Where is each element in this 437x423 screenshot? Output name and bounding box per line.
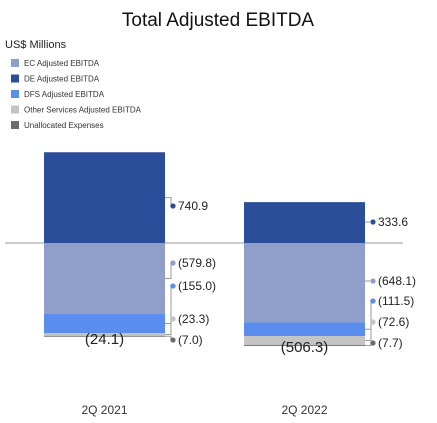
bar-segment-ec-adjusted-ebitda xyxy=(44,243,165,315)
callout-dot xyxy=(370,319,376,325)
legend-label: DFS Adjusted EBITDA xyxy=(24,90,105,99)
data-label: (7.0) xyxy=(178,333,203,347)
callout-line xyxy=(165,285,172,325)
legend-swatch xyxy=(11,74,19,83)
bar-segment-dfs-adjusted-ebitda xyxy=(44,314,165,334)
legend-label: DE Adjusted EBITDA xyxy=(24,75,100,84)
callout-dot xyxy=(170,337,176,343)
legend: EC Adjusted EBITDA DE Adjusted EBITDA DFS … xyxy=(11,59,142,130)
callout-line xyxy=(365,321,372,341)
totals: (24.1) (506.3) xyxy=(85,331,328,356)
callout-line xyxy=(165,335,172,341)
bar-segment-other-services-adjusted-ebitda xyxy=(44,333,165,336)
value-callouts: 740.9 (579.8) (155.0) (23.3) (7.0) 333.6 (648.… xyxy=(165,197,416,350)
legend-swatch xyxy=(11,90,19,98)
callout-dot xyxy=(170,260,176,266)
total-label: (506.3) xyxy=(281,339,329,356)
callout-dot xyxy=(370,278,376,284)
data-label: (579.8) xyxy=(178,256,216,270)
data-label: (111.5) xyxy=(378,294,414,308)
callout-dot xyxy=(170,283,176,289)
legend-swatch xyxy=(11,59,19,67)
legend-label: Unallocated Expenses xyxy=(24,121,104,130)
units-label: US$ Millions xyxy=(5,39,67,51)
bar-segment-dfs-adjusted-ebitda xyxy=(244,322,365,337)
callout-dot xyxy=(170,316,176,322)
data-label: 333.6 xyxy=(378,215,408,229)
category-labels: 2Q 2021 2Q 2022 xyxy=(81,403,327,417)
callout-line xyxy=(165,262,172,280)
bar-segment-ec-adjusted-ebitda xyxy=(244,243,365,323)
callout-dot xyxy=(170,203,176,209)
callout-line xyxy=(165,197,172,207)
data-label: (72.6) xyxy=(378,315,409,329)
data-label: (155.0) xyxy=(178,279,216,293)
bar-segment-unallocated-expenses xyxy=(44,335,165,337)
total-label: (24.1) xyxy=(85,331,124,348)
callout-dot xyxy=(370,298,376,304)
chart-title: Total Adjusted EBITDA xyxy=(122,10,315,31)
callout-line xyxy=(365,300,372,330)
bar-de-adjusted-ebitda xyxy=(244,202,365,243)
callout-dot xyxy=(370,340,376,346)
bar-segment-unallocated-expenses xyxy=(244,344,365,346)
legend-label: EC Adjusted EBITDA xyxy=(24,59,100,68)
category-label: 2Q 2022 xyxy=(281,403,327,417)
legend-swatch xyxy=(11,121,19,129)
data-label: (23.3) xyxy=(178,312,209,326)
data-label: (7.7) xyxy=(378,336,403,350)
callout-line xyxy=(365,342,372,346)
data-label: (648.1) xyxy=(378,274,416,288)
legend-label: Other Services Adjusted EBITDA xyxy=(24,106,142,115)
callout-line xyxy=(165,318,172,335)
bar-de-adjusted-ebitda xyxy=(44,152,165,243)
data-label: 740.9 xyxy=(178,199,208,213)
bar-segment-other-services-adjusted-ebitda xyxy=(244,336,365,345)
category-label: 2Q 2021 xyxy=(81,403,127,417)
bars xyxy=(44,152,365,346)
callout-dot xyxy=(370,219,376,225)
legend-swatch xyxy=(11,105,19,114)
